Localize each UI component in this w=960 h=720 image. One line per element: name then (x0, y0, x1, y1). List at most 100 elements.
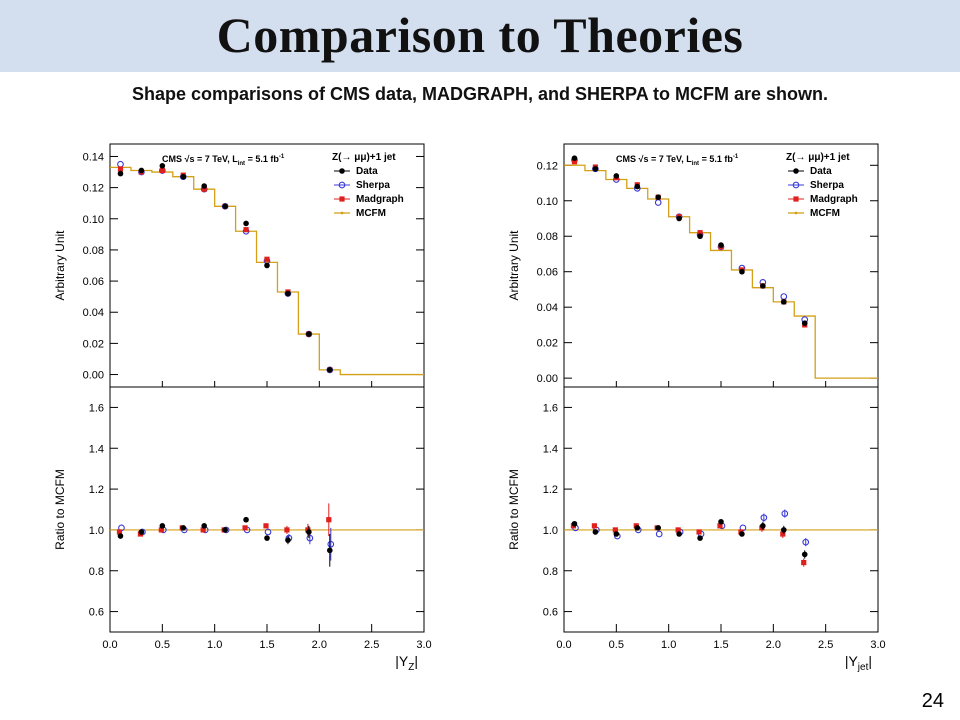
left-top-data-point (306, 331, 312, 337)
left-xtick-label: 1.0 (207, 639, 222, 651)
left-bottom-madgraph-point (326, 517, 332, 523)
right-bottom-ylabel: Ratio to MCFM (507, 469, 521, 550)
right-bottom-frame (563, 386, 879, 633)
left-top-ytick-label: 0.00 (83, 370, 104, 382)
right-legend-madgraph-swatch (793, 196, 799, 202)
left-top-madgraph-point (264, 256, 270, 262)
left-bottom-ytick-label: 1.4 (89, 443, 104, 455)
right-bottom-data-point (592, 529, 599, 535)
left-top-data-point (243, 220, 249, 227)
right-top-ytick-label: 0.06 (537, 267, 558, 279)
right-legend-mcfm-label: MCFM (810, 208, 840, 219)
right-xtick-label: 1.5 (713, 639, 728, 651)
left-bottom-ytick-label: 1.0 (89, 525, 104, 537)
left-legend-madgraph-label: Madgraph (356, 194, 404, 205)
right-bottom-sherpa-point (802, 538, 810, 546)
left-top-data-point (222, 203, 228, 210)
left-bottom-madgraph-point (242, 525, 248, 531)
right-bottom-ytick-label: 1.2 (543, 484, 558, 496)
right-bottom-data-point (634, 525, 641, 531)
right-xtick-label: 2.5 (818, 639, 833, 651)
left-top-data-point (180, 173, 187, 180)
right-bottom-sherpa-point (760, 514, 768, 522)
right-top-frame (563, 143, 879, 388)
left-xtick-label: 2.0 (312, 639, 327, 651)
right-bottom-madgraph-point (696, 529, 702, 535)
right-bottom-madgraph-point (780, 531, 786, 537)
left-bottom-data-point (264, 535, 270, 541)
right-legend-sherpa-label: Sherpa (810, 180, 844, 191)
right-legend-data-label: Data (810, 166, 832, 177)
page-number: 24 (921, 690, 944, 712)
left-top-madgraph-point (117, 166, 124, 172)
left-bottom-data-point (222, 527, 228, 533)
right-top-data-point (571, 155, 578, 161)
left-top-ytick-label: 0.08 (83, 245, 104, 257)
left-top-data-point (327, 367, 333, 373)
right-top-data-point (592, 166, 599, 172)
right-bottom-data-point (697, 535, 703, 541)
right-cms-header: CMS √s = 7 TeV, Lint = 5.1 fb-1 (616, 154, 739, 167)
left-top-data-point (285, 290, 291, 297)
left-top-data-point (201, 183, 207, 189)
left-bottom-data-point (327, 547, 333, 554)
left-bottom-madgraph-point (158, 527, 164, 533)
left-bottom-data-point (201, 523, 207, 529)
left-top-ylabel: Arbitrary Unit (53, 230, 67, 301)
left-legend-data-label: Data (356, 166, 378, 177)
right-bottom-data-point (760, 523, 766, 529)
left-mcfm-step-line (110, 166, 424, 376)
left-top-ytick-label: 0.14 (83, 151, 104, 163)
left-bottom-madgraph-point (263, 523, 269, 529)
left-xtick-label: 1.5 (259, 639, 274, 651)
right-xtick-label: 0.5 (609, 639, 624, 651)
right-top-ylabel: Arbitrary Unit (507, 230, 521, 301)
right-top-ytick-label: 0.08 (537, 231, 558, 243)
left-legend-data-swatch (339, 168, 345, 174)
left-bottom-data-point (243, 516, 249, 523)
right-bottom-madgraph-point (591, 523, 597, 529)
title-bar (0, 0, 960, 72)
left-legend-sherpa-label: Sherpa (356, 180, 390, 191)
right-top-data-point (781, 299, 787, 305)
left-bottom-ytick-label: 0.6 (89, 607, 104, 619)
left-top-ytick-label: 0.06 (83, 276, 104, 288)
right-bottom-madgraph-point (717, 523, 723, 529)
right-bottom-sherpa-point (655, 530, 663, 538)
right-bottom-data-point (613, 531, 620, 537)
right-top-madgraph-point (571, 159, 578, 165)
right-xtick-label: 0.0 (556, 639, 571, 651)
left-top-data-point (117, 170, 124, 177)
left-bottom-madgraph-point (284, 527, 290, 533)
left-top-madgraph-point (243, 227, 249, 233)
chart-right-yjet: 0.00 0.02 0.04 0.06 0.08 0.10 0.12 0.6 0.8 1.0 1.2… (507, 143, 886, 672)
right-legend-sherpa-swatch (792, 181, 800, 189)
left-xtick-label: 3.0 (416, 639, 431, 651)
left-bottom-sherpa-point (327, 540, 335, 548)
right-top-data-point (634, 183, 641, 190)
left-bottom-madgraph-point (116, 529, 123, 535)
right-legend-madgraph-label: Madgraph (810, 194, 858, 205)
right-top-ytick-label: 0.04 (537, 302, 558, 314)
right-legend-data-swatch (793, 168, 799, 174)
right-bottom-ytick-label: 1.0 (543, 525, 558, 537)
right-bottom-data-point (571, 520, 578, 527)
left-bottom-data-point (180, 525, 187, 531)
right-xlabel: |Yjet| (845, 653, 872, 672)
left-xtick-label: 0.5 (155, 639, 170, 651)
right-bottom-madgraph-point (675, 527, 681, 533)
right-bottom-sherpa-point (781, 510, 789, 517)
left-top-ytick-label: 0.12 (83, 183, 104, 195)
right-top-data-point (801, 320, 808, 326)
left-top-data-point (138, 167, 145, 174)
right-top-data-point (718, 242, 724, 248)
right-bottom-data-point (655, 525, 661, 531)
right-xtick-label: 2.0 (766, 639, 781, 651)
right-bottom-data-point (676, 531, 682, 537)
left-top-madgraph-point (201, 186, 207, 192)
right-bottom-data-point (781, 527, 787, 533)
left-bottom-madgraph-point (200, 527, 206, 533)
left-xlabel: |YZ| (395, 653, 418, 672)
right-top-data-point (739, 268, 745, 275)
right-top-ytick-label: 0.02 (537, 338, 558, 350)
